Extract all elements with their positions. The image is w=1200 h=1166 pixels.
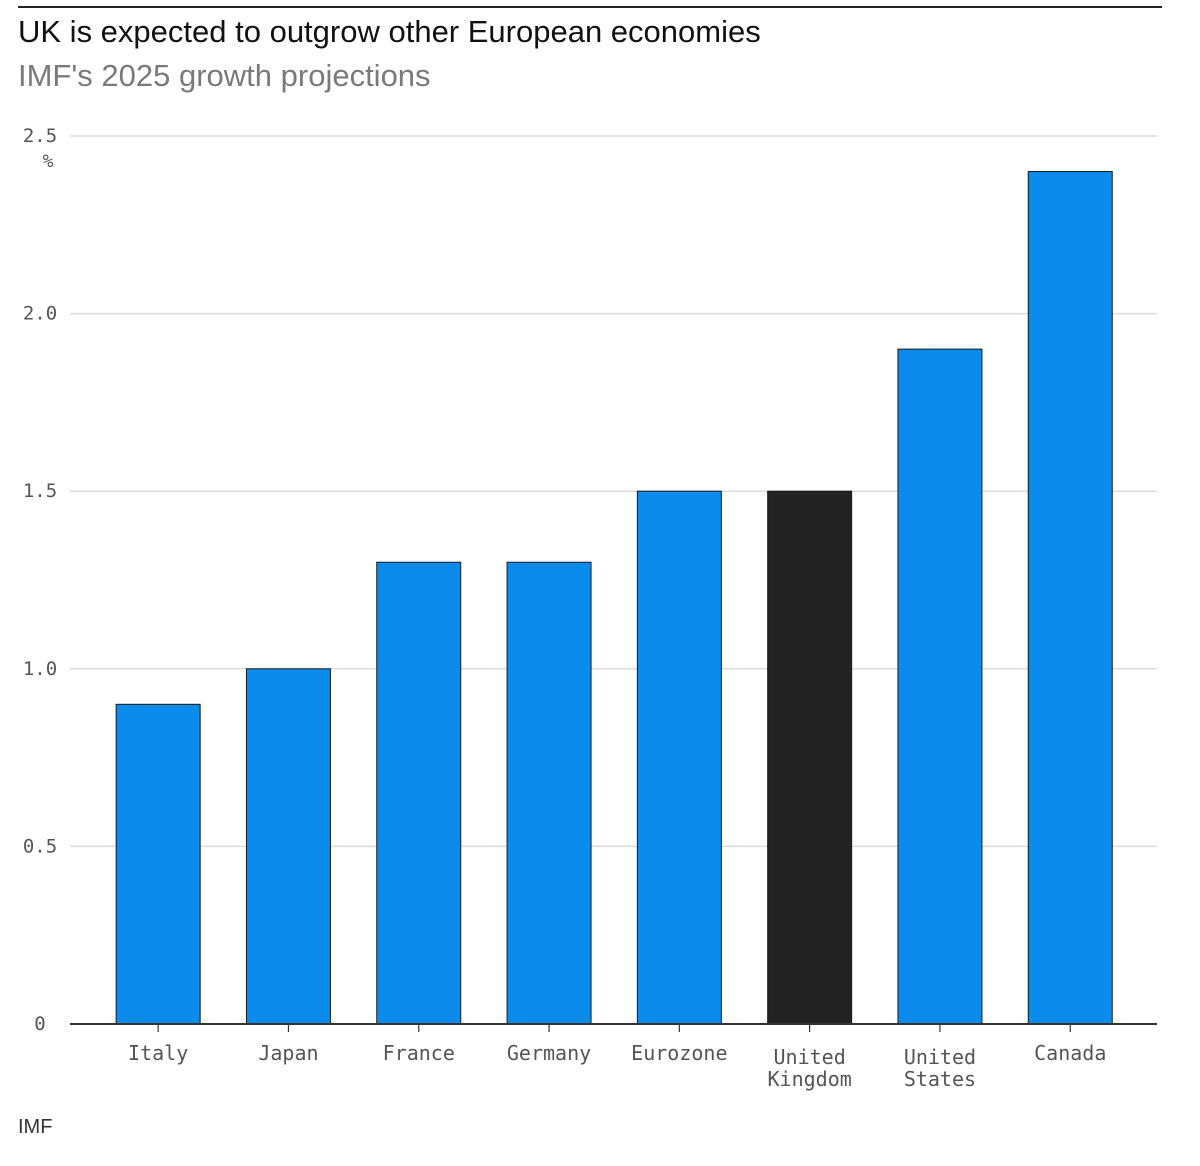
bar bbox=[115, 703, 201, 1025]
x-tick-label: Germany bbox=[507, 1041, 591, 1065]
y-tick-label: 0.5 bbox=[23, 835, 57, 857]
chart-subtitle: IMF's 2025 growth projections bbox=[18, 58, 431, 93]
x-tick-label-line: United bbox=[904, 1045, 976, 1069]
x-tick-label-line: Japan bbox=[258, 1041, 318, 1065]
x-tick-label: Italy bbox=[128, 1041, 188, 1065]
x-tick-label-line: States bbox=[904, 1067, 976, 1091]
x-tick-label-line: Italy bbox=[128, 1041, 188, 1065]
x-tick-label: Japan bbox=[258, 1041, 318, 1065]
source-label: IMF bbox=[18, 1116, 53, 1138]
x-tick-label-line: Eurozone bbox=[631, 1041, 727, 1065]
x-tick-label-line: Canada bbox=[1034, 1041, 1106, 1065]
y-tick-label: 2.0 bbox=[23, 303, 57, 325]
x-tick-label-line: Germany bbox=[507, 1041, 591, 1065]
x-tick-label: United Kingdom bbox=[768, 1045, 852, 1091]
bar bbox=[1027, 171, 1113, 1025]
y-tick-label: 1.5 bbox=[23, 480, 57, 502]
x-tick-label-line: United bbox=[774, 1045, 846, 1069]
x-tick-label: Eurozone bbox=[631, 1041, 727, 1065]
x-tick-label: Canada bbox=[1034, 1041, 1106, 1065]
chart-title: UK is expected to outgrow other European… bbox=[18, 14, 761, 49]
y-tick-label: 0 bbox=[34, 1013, 45, 1035]
y-tick-label: 1.0 bbox=[23, 658, 57, 680]
bar bbox=[767, 490, 853, 1025]
bar bbox=[376, 561, 462, 1025]
bar bbox=[506, 561, 592, 1025]
bar bbox=[897, 348, 983, 1025]
x-tick-label-line: France bbox=[383, 1041, 455, 1065]
x-tick-label-line: Kingdom bbox=[768, 1067, 852, 1091]
bar bbox=[245, 668, 331, 1025]
bar bbox=[636, 490, 722, 1025]
top-rule bbox=[18, 6, 1162, 8]
x-tick-label: United States bbox=[904, 1045, 976, 1091]
y-unit-label: % bbox=[43, 151, 54, 172]
y-tick-label: 2.5 bbox=[23, 125, 57, 147]
x-tick-label: France bbox=[383, 1041, 455, 1065]
